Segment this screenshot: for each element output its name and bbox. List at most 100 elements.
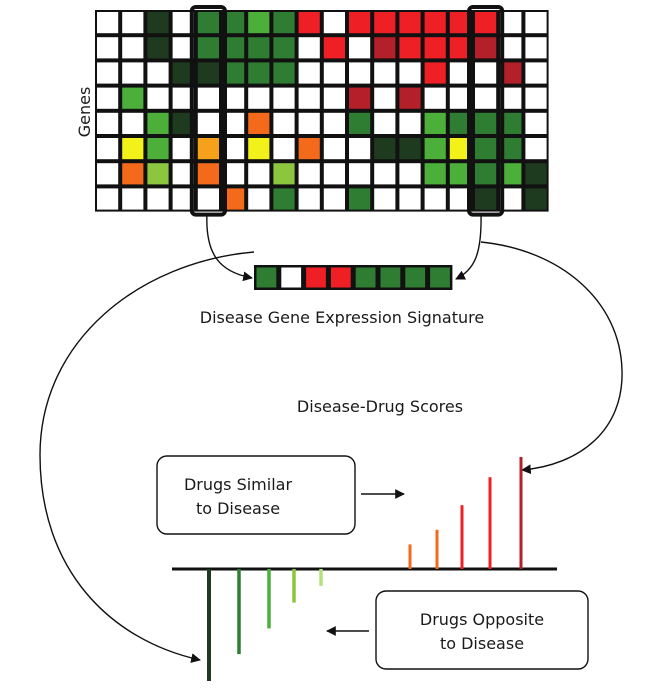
highlighted-column-outline (189, 5, 228, 217)
heatmap-cell (298, 163, 320, 185)
heatmap-cell (525, 62, 547, 84)
heatmap-cell (223, 112, 245, 134)
heatmap-cell (298, 37, 320, 59)
heatmap-cell (122, 87, 144, 109)
heatmap-cell (97, 62, 119, 84)
arrow-signature-to-opposite-drugs (39, 251, 255, 663)
signature-cell (430, 267, 450, 288)
heatmap-cell (147, 163, 169, 185)
heatmap-cell (248, 62, 270, 84)
heatmap-cell (399, 163, 421, 185)
highlighted-columns (189, 5, 505, 217)
heatmap-cell (374, 188, 396, 210)
heatmap-cell (172, 138, 194, 160)
heatmap-cell (298, 12, 320, 34)
gene-expression-heatmap (95, 10, 549, 212)
heatmap-cell (500, 62, 522, 84)
heatmap-cell (323, 112, 345, 134)
heatmap-cell (223, 12, 245, 34)
heatmap-cell (525, 138, 547, 160)
heatmap-cell (223, 37, 245, 59)
drugs-similar-box (156, 455, 356, 535)
heatmap-cell (273, 138, 295, 160)
arrow-signature-to-similar-drugs (480, 241, 623, 475)
heatmap-cell (374, 163, 396, 185)
heatmap-cell (172, 163, 194, 185)
heatmap-cell (449, 163, 471, 185)
heatmap-cell (122, 188, 144, 210)
heatmap-cell (475, 163, 497, 185)
heatmap-cell (97, 163, 119, 185)
heatmap-cell (475, 188, 497, 210)
heatmap-cell (424, 138, 446, 160)
heatmap-cell (349, 112, 371, 134)
heatmap-cell (323, 138, 345, 160)
heatmap-cell (449, 188, 471, 210)
heatmap-cell (475, 87, 497, 109)
drugs-opposite-label-line1: Drugs Opposite (420, 610, 544, 629)
heatmap-cell (298, 112, 320, 134)
heatmap-cell (500, 112, 522, 134)
heatmap-cell (449, 37, 471, 59)
heatmap-cell (424, 188, 446, 210)
heatmap-cell (449, 87, 471, 109)
heatmap-cell (147, 188, 169, 210)
heatmap-cell (197, 12, 219, 34)
heatmap-cell (323, 87, 345, 109)
heatmap-cell (298, 62, 320, 84)
heatmap-cell (399, 188, 421, 210)
genes-axis-label: Genes (75, 87, 94, 138)
heatmap-cell (500, 188, 522, 210)
heatmap-cell (147, 62, 169, 84)
heatmap-cell (172, 62, 194, 84)
heatmap-cell (525, 37, 547, 59)
heatmap-cell (147, 138, 169, 160)
heatmap-cell (374, 12, 396, 34)
signature-cell (380, 267, 401, 288)
drugs-similar-label-line1: Drugs Similar (184, 475, 293, 494)
heatmap-cell (475, 12, 497, 34)
heatmap-cell (525, 12, 547, 34)
opposite-score-bars (207, 569, 323, 681)
heatmap-cell (248, 138, 270, 160)
heatmap-cell (298, 188, 320, 210)
heatmap-cell (223, 62, 245, 84)
heatmap-cell (424, 112, 446, 134)
heatmap-cell (475, 112, 497, 134)
heatmap-cell (349, 163, 371, 185)
heatmap-cell (197, 87, 219, 109)
heatmap-cell (374, 112, 396, 134)
heatmap-cell (122, 62, 144, 84)
heatmap-cell (147, 112, 169, 134)
heatmap-cell (374, 62, 396, 84)
heatmap-cell (449, 62, 471, 84)
heatmap-cell (97, 12, 119, 34)
heatmap-cell (122, 138, 144, 160)
heatmap-cell (399, 12, 421, 34)
signature-cell (405, 267, 426, 288)
heatmap-cell (323, 12, 345, 34)
disease-signature-strip (254, 265, 453, 290)
heatmap-cell (323, 188, 345, 210)
drugs-opposite-label-line2: to Disease (440, 634, 524, 653)
heatmap-cell (147, 12, 169, 34)
drugs-similar-label-line2: to Disease (196, 499, 280, 518)
similar-score-bars (408, 457, 523, 569)
heatmap-cell (273, 12, 295, 34)
heatmap-cell (273, 112, 295, 134)
heatmap-cell (172, 12, 194, 34)
heatmap-cell (449, 138, 471, 160)
heatmap-cell (197, 37, 219, 59)
heatmap-cell (273, 87, 295, 109)
heatmap-cell (525, 163, 547, 185)
heatmap-cell (172, 37, 194, 59)
heatmap-cell (248, 12, 270, 34)
heatmap-cell (298, 138, 320, 160)
heatmap-cell (248, 163, 270, 185)
signature-cell (355, 267, 376, 288)
heatmap-cell (147, 37, 169, 59)
signature-cell (306, 267, 326, 288)
heatmap-cell (475, 37, 497, 59)
signature-cell (256, 267, 277, 288)
heatmap-cell (424, 12, 446, 34)
